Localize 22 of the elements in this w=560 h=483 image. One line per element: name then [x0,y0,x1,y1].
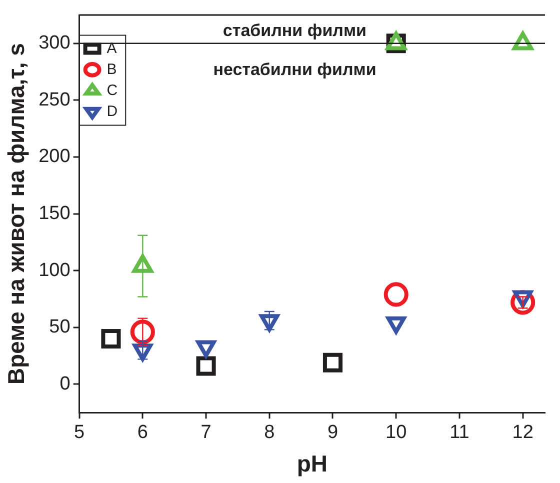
x-tick-label: 9 [327,422,338,444]
y-tick-label: 250 [38,89,70,110]
annotation: стабилни филми [222,21,367,40]
y-tick-label: 200 [38,146,70,168]
legend-label: D [106,102,118,120]
x-tick-label: 8 [264,422,275,444]
y-tick-label: 50 [49,316,70,338]
x-axis-title: pH [296,450,328,477]
y-tick-label: 150 [38,203,70,224]
y-tick-label: 300 [38,32,70,54]
x-tick-label: 6 [137,422,148,444]
x-tick-label: 10 [386,422,407,444]
x-tick-label: 11 [450,422,470,444]
y-tick-label: 0 [60,373,70,394]
x-tick-label: 12 [512,422,534,444]
legend-label: B [106,60,117,78]
legend-label: C [106,82,118,99]
y-axis-title: Време на живот на филма,τ, s [3,43,30,385]
annotation: нестабилни филми [213,60,376,80]
x-tick-label: 7 [200,422,212,444]
y-tick-label: 100 [38,260,70,281]
x-tick-label: 5 [74,422,85,444]
